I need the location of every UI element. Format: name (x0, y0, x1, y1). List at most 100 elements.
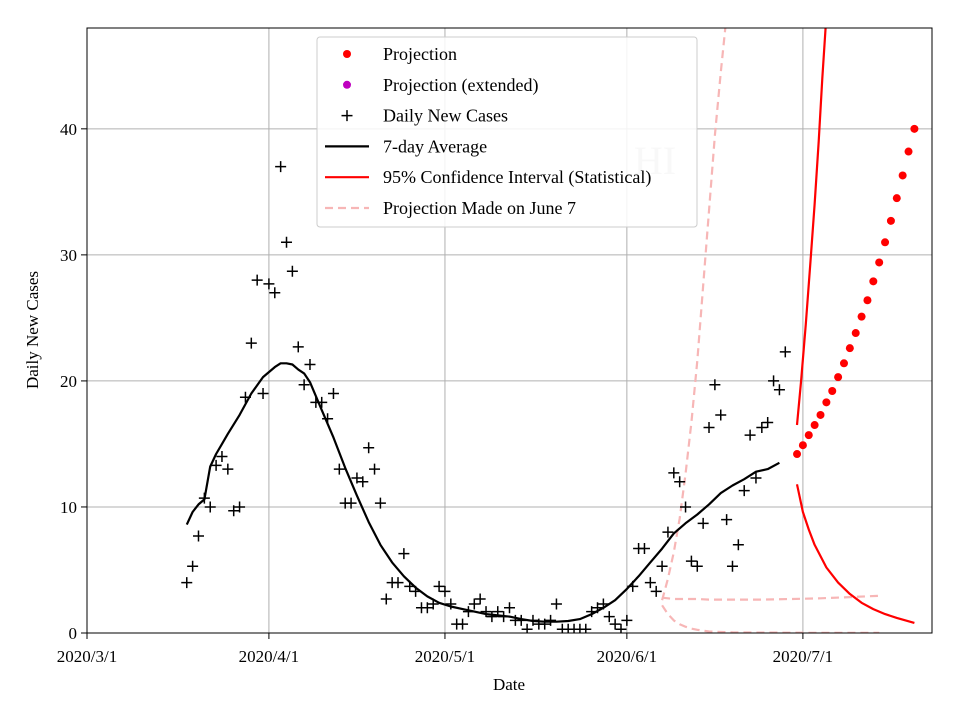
projection-point (892, 194, 901, 203)
daily-case-point (474, 593, 486, 605)
projection-point (793, 450, 802, 459)
plot-area (181, 28, 919, 633)
projection-point (810, 421, 819, 430)
projection-point (816, 410, 825, 419)
daily-case-point (251, 274, 263, 286)
projection-point (834, 373, 843, 382)
x-tick-label: 2020/7/1 (773, 647, 833, 666)
daily-case-point (433, 580, 445, 592)
daily-case-point (668, 467, 680, 479)
projection-made-on-june-7-line (661, 604, 880, 633)
daily-case-point (404, 580, 416, 592)
projection-point (875, 258, 884, 267)
daily-case-point (322, 413, 334, 425)
projection-point (822, 398, 831, 407)
projection-point (851, 329, 860, 338)
95-confidence-interval-statistical-line (795, 484, 915, 624)
daily-case-point (773, 384, 785, 396)
daily-case-point (439, 585, 451, 597)
projection-point (869, 277, 878, 286)
daily-case-point (410, 585, 422, 597)
daily-case-point (269, 287, 281, 299)
daily-case-point (527, 614, 539, 626)
daily-case-point (744, 429, 756, 441)
daily-case-point (392, 577, 404, 589)
daily-case-point (462, 606, 474, 618)
daily-case-point (738, 485, 750, 497)
projection-made-on-june-7-line (661, 594, 880, 601)
daily-case-point (545, 614, 557, 626)
daily-case-point (275, 161, 287, 173)
daily-case-point (756, 422, 768, 434)
legend-box (316, 36, 698, 228)
daily-case-point (539, 618, 551, 630)
daily-case-point (398, 548, 410, 560)
daily-case-point (380, 593, 392, 605)
y-tick-label: 30 (60, 246, 77, 265)
legend-label-projection-made-on-june-7: Projection Made on June 7 (383, 198, 576, 218)
daily-case-point (351, 472, 363, 484)
daily-case-point (216, 451, 228, 463)
daily-case-point (210, 459, 222, 471)
daily-case-point (762, 417, 774, 429)
daily-case-point (586, 606, 598, 618)
daily-case-point (480, 606, 492, 618)
projection-point (898, 171, 907, 180)
y-axis-label: Daily New Cases (23, 271, 42, 389)
daily-case-point (363, 442, 375, 454)
daily-case-point (181, 577, 193, 589)
daily-case-point (357, 476, 369, 488)
legend-label-7-day-average: 7-day Average (383, 136, 487, 156)
x-tick-label: 2020/3/1 (57, 647, 117, 666)
daily-case-point (427, 598, 439, 610)
daily-case-point (662, 526, 674, 538)
daily-case-point (257, 388, 269, 400)
daily-case-point (492, 606, 504, 618)
daily-case-point (779, 346, 791, 358)
daily-case-point (597, 598, 609, 610)
y-tick-label: 0 (69, 624, 78, 643)
daily-case-point (228, 505, 240, 517)
daily-case-point (621, 614, 633, 626)
legend-marker-projection-extended (343, 80, 351, 89)
daily-case-point (486, 611, 498, 623)
daily-case-point (504, 602, 515, 614)
daily-case-point (726, 560, 738, 572)
daily-case-point (333, 463, 345, 475)
daily-case-point (656, 560, 668, 572)
legend-label-projection-extended: Projection (extended) (383, 75, 538, 96)
95-confidence-interval-statistical-line (795, 28, 827, 426)
projection-point (910, 124, 919, 133)
daily-case-point (327, 388, 339, 400)
y-tick-label: 40 (60, 120, 77, 139)
legend-label-daily-new-cases: Daily New Cases (383, 106, 508, 126)
daily-case-point (721, 514, 733, 526)
daily-case-point (691, 560, 703, 572)
x-tick-label: 2020/4/1 (239, 647, 299, 666)
daily-case-point (316, 396, 328, 408)
daily-case-point (239, 391, 251, 403)
daily-case-point (281, 236, 293, 248)
daily-case-point (304, 359, 316, 371)
daily-case-point (187, 560, 199, 572)
daily-case-point (421, 602, 433, 614)
daily-case-point (627, 580, 639, 592)
daily-case-point (715, 409, 727, 421)
daily-case-point (674, 476, 686, 488)
projection-point (804, 431, 813, 440)
daily-case-point (709, 379, 721, 391)
daily-case-point (286, 265, 298, 277)
daily-case-point (638, 543, 650, 555)
legend-label-projection: Projection (383, 44, 457, 64)
daily-case-point (204, 501, 216, 513)
x-axis-label: Date (493, 675, 525, 694)
daily-case-point (732, 539, 744, 551)
daily-case-point (374, 497, 386, 509)
daily-case-point (298, 379, 310, 391)
projection-point (845, 344, 854, 353)
daily-case-point (680, 501, 692, 513)
y-tick-label: 10 (60, 498, 77, 517)
daily-case-point (592, 602, 604, 614)
x-tick-label: 2020/6/1 (597, 647, 657, 666)
daily-case-point (644, 577, 656, 589)
